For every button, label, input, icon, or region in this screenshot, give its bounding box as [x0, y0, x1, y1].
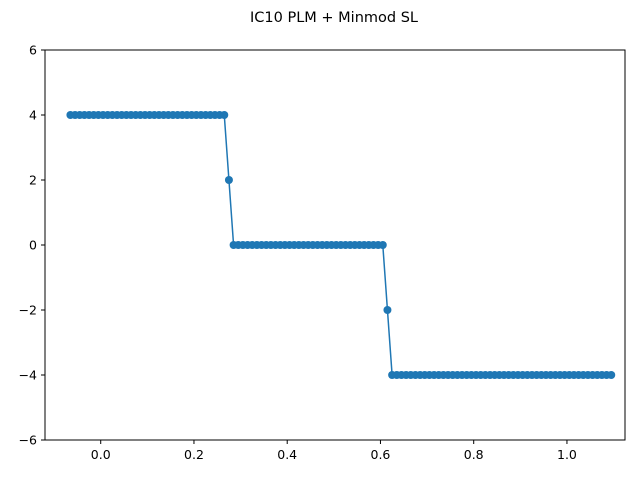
data-point — [383, 306, 392, 314]
plot-area — [66, 111, 616, 379]
y-tick-label: −4 — [19, 368, 37, 383]
chart-title: IC10 PLM + Minmod SL — [250, 10, 418, 26]
x-tick-label: 0.6 — [371, 447, 391, 462]
x-tick-label: 1.0 — [557, 447, 577, 462]
data-point — [607, 371, 616, 379]
x-tick-label: 0.4 — [277, 447, 297, 462]
x-tick-label: 0.2 — [184, 447, 204, 462]
x-tick-label: 0.8 — [464, 447, 484, 462]
axes-frame — [44, 49, 626, 441]
x-axis: 0.0 0.2 0.4 0.6 0.8 1.0 — [91, 440, 577, 462]
y-axis: −6 −4 −2 0 2 4 6 — [19, 43, 45, 448]
y-tick-label: −2 — [19, 303, 37, 318]
x-tick-label: 0.0 — [91, 447, 111, 462]
y-tick-label: 2 — [29, 173, 37, 188]
y-tick-label: −6 — [19, 433, 37, 448]
y-tick-label: 4 — [29, 108, 37, 123]
y-tick-label: 0 — [29, 238, 37, 253]
y-tick-label: 6 — [29, 43, 37, 58]
data-point — [220, 111, 229, 119]
data-point — [378, 241, 387, 249]
data-point — [224, 176, 233, 184]
